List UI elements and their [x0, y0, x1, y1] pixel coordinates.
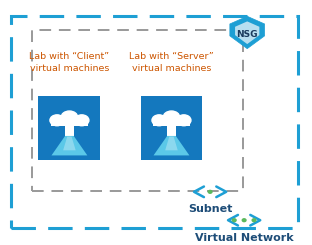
Text: NSG: NSG [236, 30, 258, 39]
Bar [167, 126, 176, 136]
Polygon shape [63, 136, 76, 150]
Text: Lab with “Server”
virtual machines: Lab with “Server” virtual machines [129, 52, 214, 73]
Polygon shape [154, 136, 189, 155]
Bar [51, 119, 88, 126]
Circle shape [50, 115, 64, 126]
Circle shape [242, 219, 246, 222]
Circle shape [232, 219, 236, 222]
Bar [38, 96, 100, 160]
Circle shape [61, 111, 78, 124]
Text: Lab with “Client”
virtual machines: Lab with “Client” virtual machines [29, 52, 110, 73]
Polygon shape [230, 16, 265, 49]
Bar [140, 96, 202, 160]
Circle shape [177, 115, 191, 126]
Circle shape [75, 115, 89, 126]
Polygon shape [51, 136, 87, 155]
Bar [32, 30, 243, 191]
Circle shape [152, 115, 166, 126]
Text: Subnet: Subnet [188, 204, 232, 214]
Circle shape [208, 190, 212, 193]
Bar [65, 126, 74, 136]
Polygon shape [165, 136, 178, 150]
Bar [153, 119, 190, 126]
Circle shape [252, 219, 256, 222]
Text: Virtual Network: Virtual Network [195, 233, 294, 243]
Circle shape [163, 111, 180, 124]
Polygon shape [235, 21, 259, 44]
